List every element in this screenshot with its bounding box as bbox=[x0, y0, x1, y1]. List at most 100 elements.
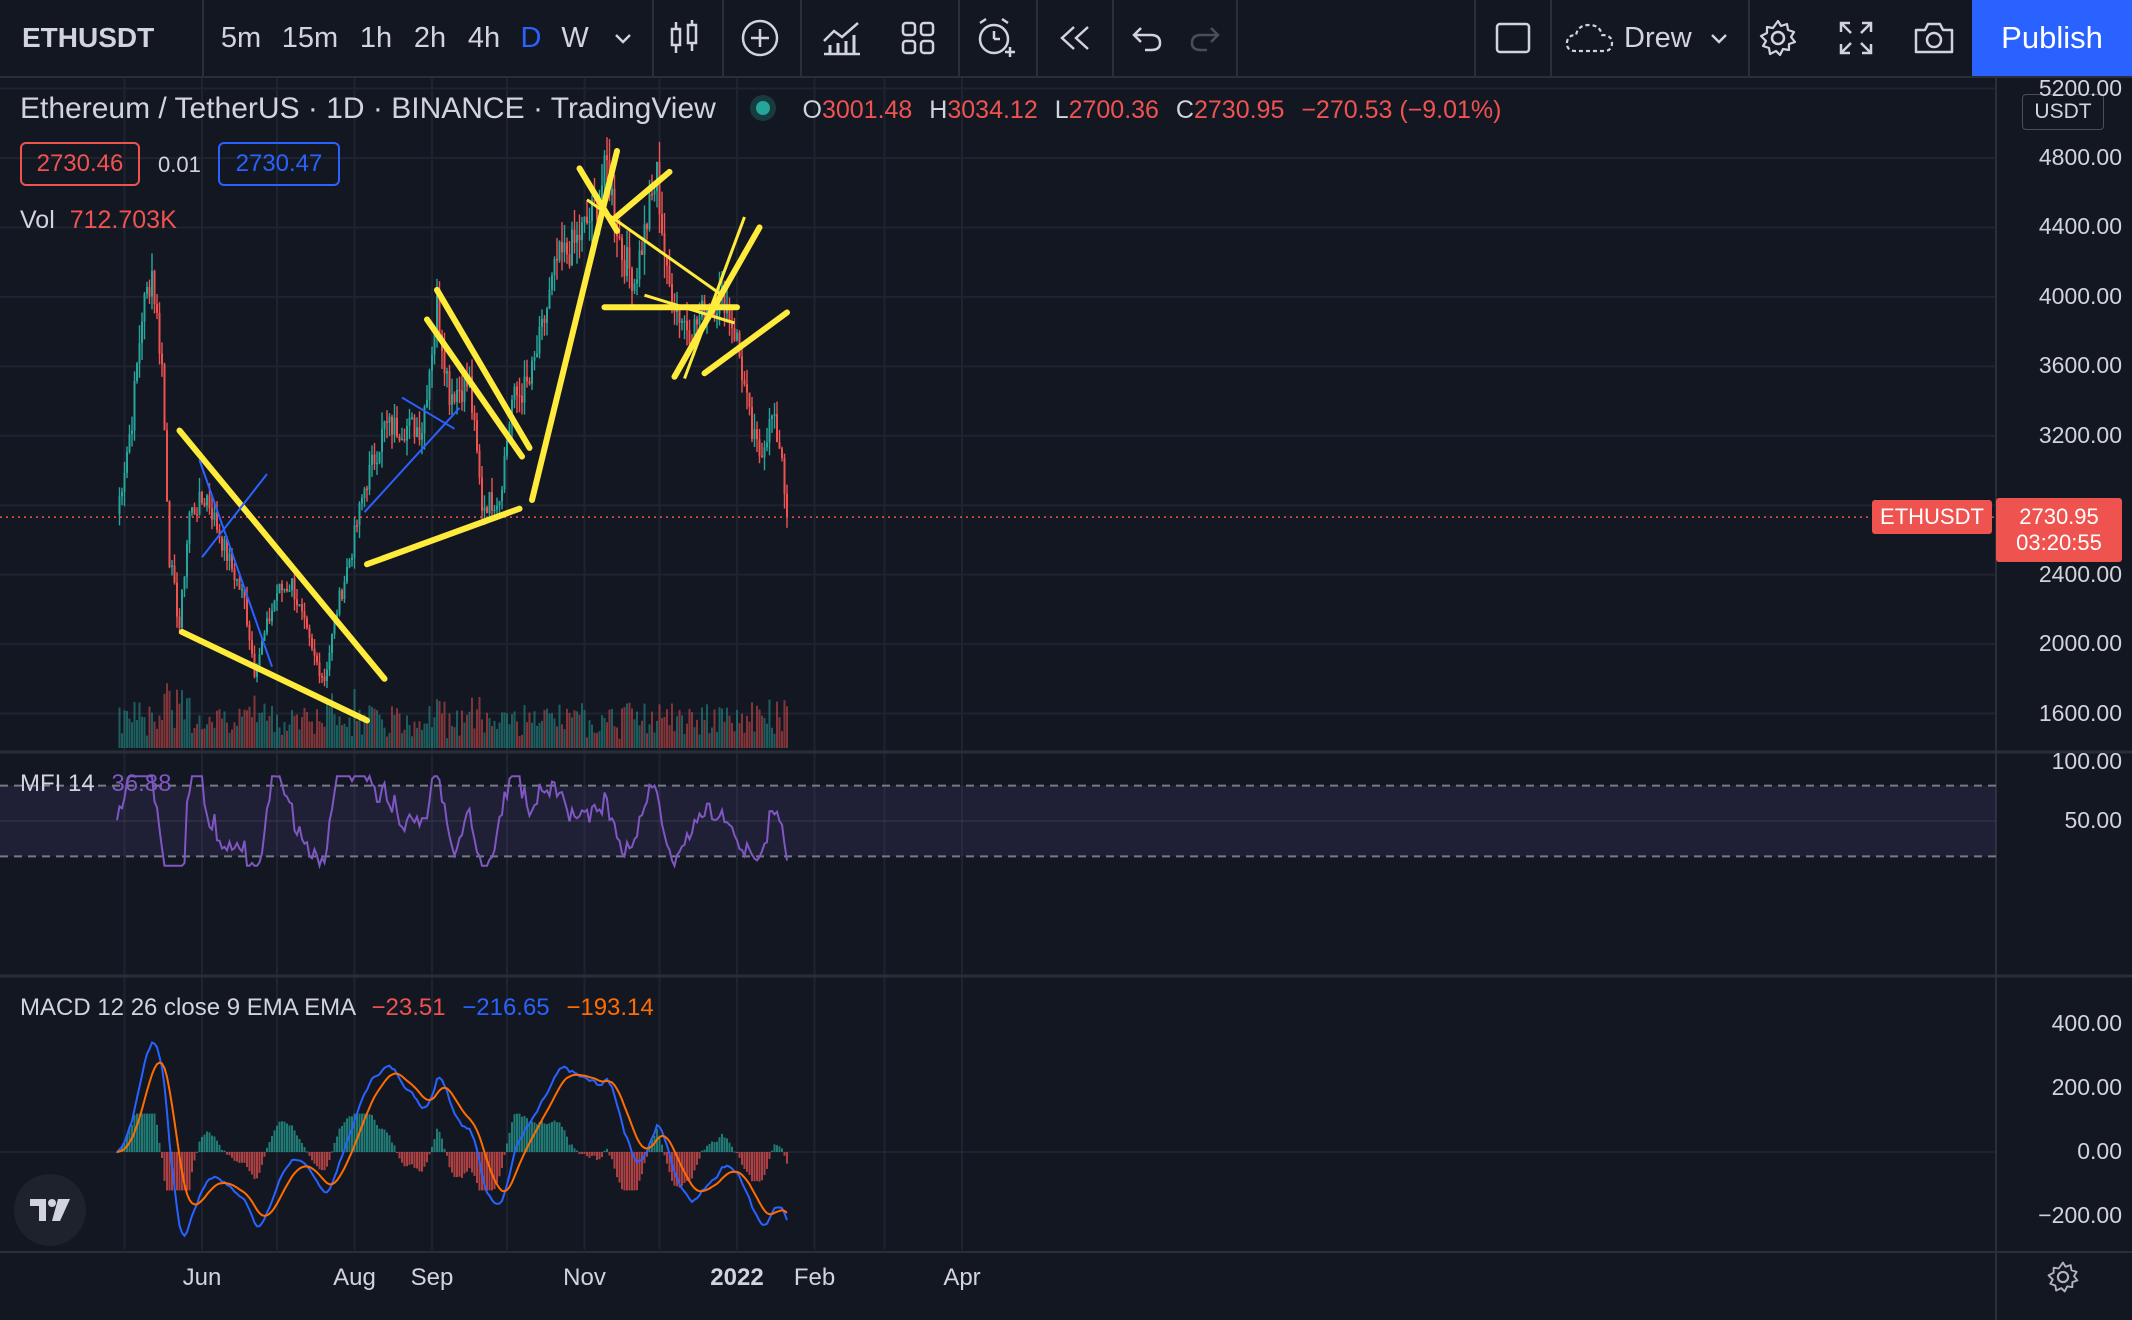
macd-histogram-bar bbox=[316, 1152, 318, 1167]
macd-histogram-bar bbox=[233, 1152, 236, 1161]
templates-button[interactable] bbox=[896, 0, 940, 76]
redo-button[interactable] bbox=[1186, 0, 1224, 76]
candle bbox=[548, 289, 551, 309]
candle bbox=[521, 395, 523, 403]
replay-button[interactable] bbox=[1054, 0, 1096, 76]
macd-histogram-bar bbox=[778, 1146, 781, 1152]
macd-histogram-bar bbox=[271, 1135, 273, 1152]
candle bbox=[271, 610, 273, 622]
undo-button[interactable] bbox=[1128, 0, 1166, 76]
interval-4h-button[interactable]: 4h bbox=[462, 0, 506, 76]
publish-button[interactable]: Publish bbox=[1972, 0, 2132, 76]
macd-histogram-bar bbox=[731, 1146, 733, 1152]
volume-bar bbox=[308, 721, 311, 748]
compare-button[interactable] bbox=[738, 0, 782, 76]
volume-bar bbox=[318, 721, 321, 748]
macd-histogram-bar bbox=[513, 1114, 516, 1152]
candle bbox=[783, 457, 786, 494]
volume-bar bbox=[701, 707, 703, 748]
volume-bar bbox=[183, 719, 186, 748]
candle bbox=[571, 229, 573, 266]
chart-area[interactable]: Ethereum / TetherUS · 1D · BINANCE · Tra… bbox=[0, 75, 2132, 1320]
price-chart[interactable] bbox=[0, 78, 2132, 1320]
layout-dropdown-button[interactable] bbox=[1702, 0, 1736, 76]
macd-histogram-bar bbox=[306, 1151, 308, 1153]
macd-histogram-bar bbox=[206, 1131, 208, 1152]
macd-histogram-bar bbox=[756, 1152, 758, 1181]
interval-w-button[interactable]: W bbox=[558, 0, 592, 76]
volume-bar bbox=[541, 720, 543, 748]
macd-histogram-bar bbox=[283, 1121, 286, 1152]
volume-bar bbox=[226, 722, 228, 748]
macd-axis-label: 0.00 bbox=[2077, 1138, 2122, 1164]
macd-histogram-bar bbox=[751, 1152, 753, 1182]
save-layout-button[interactable]: Drew bbox=[1564, 0, 1724, 76]
candles-icon bbox=[670, 20, 698, 53]
alert-button[interactable] bbox=[972, 0, 1020, 76]
candle bbox=[471, 376, 473, 413]
interval-dropdown-button[interactable] bbox=[606, 0, 640, 76]
macd-histogram-bar bbox=[741, 1152, 743, 1165]
candle bbox=[123, 472, 126, 492]
macd-signal-line bbox=[116, 1061, 788, 1217]
trend-line-thin bbox=[198, 459, 273, 667]
macd-histogram-bar bbox=[736, 1152, 738, 1153]
volume-bar bbox=[471, 697, 473, 748]
interval-2h-button[interactable]: 2h bbox=[408, 0, 452, 76]
trend-line-thin bbox=[363, 407, 461, 513]
macd-histogram-bar bbox=[476, 1152, 478, 1184]
macd-histogram-bar bbox=[566, 1136, 568, 1152]
volume-bar bbox=[633, 719, 636, 748]
interval-5m-button[interactable]: 5m bbox=[216, 0, 266, 76]
volume-bar bbox=[676, 716, 678, 748]
toolbar-divider bbox=[1474, 0, 1476, 76]
currency-label[interactable]: USDT bbox=[2022, 94, 2104, 130]
volume-bar bbox=[751, 702, 753, 748]
candle bbox=[558, 241, 561, 261]
macd-histogram-bar bbox=[471, 1152, 473, 1173]
interval-15m-button[interactable]: 15m bbox=[278, 0, 342, 76]
volume-bar bbox=[641, 720, 643, 748]
macd-histogram-bar bbox=[298, 1138, 301, 1152]
candle bbox=[161, 353, 163, 365]
candle bbox=[453, 394, 456, 402]
interval-d-button[interactable]: D bbox=[518, 0, 544, 76]
candle bbox=[756, 429, 758, 440]
chart-type-button[interactable] bbox=[664, 0, 704, 76]
indicators-button[interactable] bbox=[818, 0, 864, 76]
tradingview-logo[interactable] bbox=[14, 1174, 86, 1246]
macd-histogram-bar bbox=[243, 1152, 246, 1163]
macd-histogram-bar bbox=[676, 1152, 678, 1187]
time-axis-settings-button[interactable] bbox=[2046, 1260, 2080, 1294]
macd-histogram-bar bbox=[463, 1152, 466, 1174]
candle bbox=[308, 627, 311, 638]
macd-histogram-bar bbox=[138, 1113, 141, 1152]
candle bbox=[313, 648, 316, 656]
volume-bar bbox=[513, 711, 516, 748]
macd-histogram-bar bbox=[716, 1141, 718, 1152]
interval-1h-button[interactable]: 1h bbox=[354, 0, 398, 76]
candle bbox=[426, 399, 428, 408]
trend-line-thin bbox=[201, 473, 268, 558]
macd-histogram-bar bbox=[726, 1138, 728, 1152]
candle bbox=[206, 495, 208, 506]
volume-bar bbox=[563, 729, 566, 748]
buy-button[interactable]: 2730.47 bbox=[218, 142, 340, 186]
snapshot-button[interactable] bbox=[1912, 0, 1956, 76]
trend-line bbox=[424, 316, 525, 460]
volume-bar bbox=[278, 727, 281, 748]
macd-histogram-bar bbox=[238, 1152, 241, 1163]
sell-button[interactable]: 2730.46 bbox=[20, 142, 140, 186]
chevron-down-icon bbox=[1711, 34, 1727, 44]
volume-bar bbox=[133, 702, 136, 748]
symbol-search-button[interactable]: ETHUSDT bbox=[0, 0, 200, 76]
settings-button[interactable] bbox=[1756, 0, 1800, 76]
macd-histogram-bar bbox=[268, 1142, 271, 1152]
candle bbox=[603, 155, 606, 186]
volume-bar bbox=[268, 716, 271, 748]
candle bbox=[618, 236, 621, 238]
candle bbox=[686, 320, 688, 331]
candle bbox=[593, 199, 596, 202]
fullscreen-button[interactable] bbox=[1836, 0, 1876, 76]
layout-button[interactable] bbox=[1492, 0, 1534, 76]
